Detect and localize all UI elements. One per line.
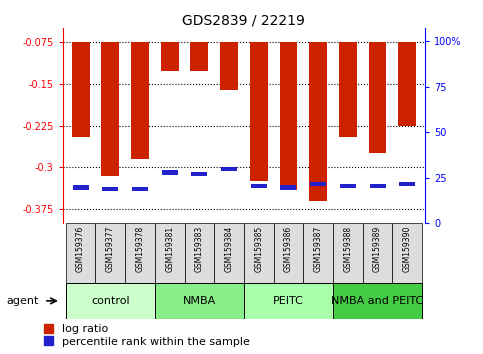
Bar	[191, 172, 207, 176]
Text: NMBA and PEITC: NMBA and PEITC	[331, 296, 424, 306]
Title: GDS2839 / 22219: GDS2839 / 22219	[183, 13, 305, 27]
Text: GSM159388: GSM159388	[343, 226, 352, 272]
Bar	[339, 42, 357, 137]
FancyBboxPatch shape	[392, 223, 422, 283]
Text: control: control	[91, 296, 129, 306]
FancyBboxPatch shape	[125, 223, 155, 283]
Bar	[102, 187, 118, 191]
FancyBboxPatch shape	[214, 223, 244, 283]
Bar	[340, 183, 356, 188]
FancyBboxPatch shape	[185, 223, 214, 283]
Bar	[399, 182, 415, 186]
Text: GSM159387: GSM159387	[313, 226, 323, 272]
Bar	[161, 42, 179, 71]
FancyBboxPatch shape	[244, 223, 273, 283]
Bar	[309, 42, 327, 201]
Bar	[71, 42, 89, 137]
Text: PEITC: PEITC	[273, 296, 304, 306]
Bar	[190, 42, 208, 71]
FancyBboxPatch shape	[333, 283, 422, 319]
Text: GSM159390: GSM159390	[403, 226, 412, 273]
Text: GSM159376: GSM159376	[76, 226, 85, 273]
Bar	[369, 42, 386, 154]
Bar	[250, 42, 268, 181]
Text: GSM159384: GSM159384	[225, 226, 234, 272]
Bar	[221, 167, 237, 171]
Text: GSM159389: GSM159389	[373, 226, 382, 272]
Bar	[72, 185, 88, 190]
FancyBboxPatch shape	[333, 223, 363, 283]
FancyBboxPatch shape	[66, 223, 96, 283]
Bar	[220, 42, 238, 90]
Text: GSM159377: GSM159377	[106, 226, 115, 273]
Bar	[398, 42, 416, 126]
Text: GSM159378: GSM159378	[136, 226, 144, 272]
FancyBboxPatch shape	[244, 283, 333, 319]
Legend: log ratio, percentile rank within the sample: log ratio, percentile rank within the sa…	[44, 324, 250, 347]
Bar	[162, 170, 178, 175]
FancyBboxPatch shape	[155, 283, 244, 319]
Bar	[280, 42, 298, 190]
Text: GSM159381: GSM159381	[165, 226, 174, 272]
Text: agent: agent	[7, 296, 39, 306]
FancyBboxPatch shape	[363, 223, 392, 283]
FancyBboxPatch shape	[303, 223, 333, 283]
Bar	[251, 183, 267, 188]
FancyBboxPatch shape	[66, 283, 155, 319]
Text: GSM159383: GSM159383	[195, 226, 204, 272]
FancyBboxPatch shape	[155, 223, 185, 283]
FancyBboxPatch shape	[273, 223, 303, 283]
Text: GSM159385: GSM159385	[254, 226, 263, 272]
Bar	[281, 185, 297, 190]
Bar	[131, 42, 149, 159]
FancyBboxPatch shape	[96, 223, 125, 283]
Bar	[369, 183, 385, 188]
Bar	[310, 182, 326, 186]
Text: NMBA: NMBA	[183, 296, 216, 306]
Text: GSM159386: GSM159386	[284, 226, 293, 272]
Bar	[132, 187, 148, 191]
Bar	[101, 42, 119, 176]
